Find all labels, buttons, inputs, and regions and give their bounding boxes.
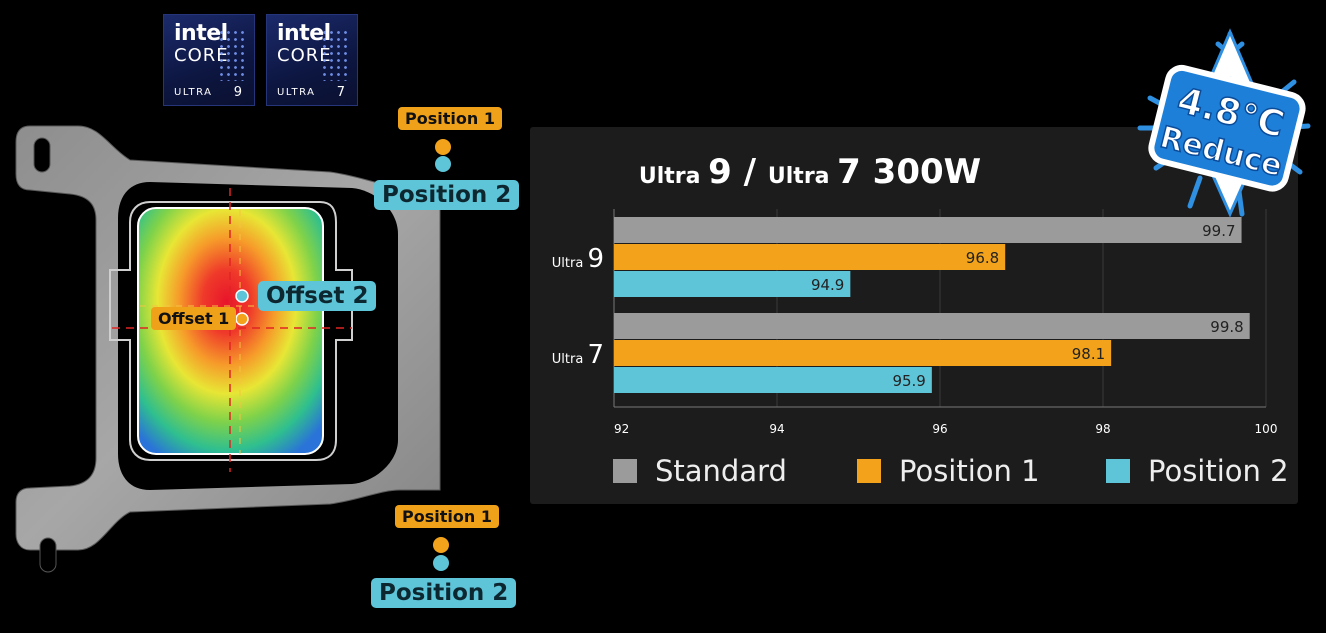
category-number: 9 <box>587 244 604 274</box>
bar-value-label: 94.9 <box>811 276 844 294</box>
badge-tier: ULTRA <box>277 87 316 98</box>
chart-title-part: 7 300W <box>837 152 982 192</box>
bottom-position-2-marker <box>433 555 449 571</box>
legend-swatch <box>1106 459 1130 483</box>
legend-swatch <box>613 459 637 483</box>
legend-label: Position 1 <box>899 454 1040 488</box>
bar-value-label: 95.9 <box>892 372 925 390</box>
slot-hole <box>33 137 51 173</box>
badge-line: CORE <box>277 45 332 66</box>
bar-standard <box>614 313 1250 339</box>
x-tick-label: 92 <box>614 422 629 436</box>
legend-position-1: Position 1 <box>857 454 1040 488</box>
chart-title: Ultra 9 / Ultra 7 300W <box>530 152 1090 192</box>
bar-position-1 <box>614 244 1006 270</box>
offset-2-label: Offset 2 <box>258 281 377 311</box>
top-position-1-label: Position 1 <box>398 107 502 130</box>
badge-line: CORE <box>174 45 229 66</box>
category-prefix: Ultra <box>552 256 588 271</box>
mounting-bracket-illustration <box>15 125 441 573</box>
bottom-position-2-label: Position 2 <box>371 578 517 608</box>
intel-core-ultra-9-logo: intel CORE ULTRA 9 <box>163 14 255 106</box>
temperature-reduce-badge: 4.8°C Reduce <box>1137 28 1311 218</box>
x-tick-label: 100 <box>1255 422 1278 436</box>
offset-1-label: Offset 1 <box>151 307 237 330</box>
x-tick-label: 94 <box>769 422 784 436</box>
offset-2-marker <box>235 289 249 303</box>
category-label: Ultra 7 <box>552 340 604 370</box>
category-number: 7 <box>587 340 604 370</box>
dot-pattern <box>321 29 349 81</box>
bar-value-label: 96.8 <box>966 249 999 267</box>
bar-value-label: 99.8 <box>1210 318 1243 336</box>
x-tick-label: 96 <box>932 422 947 436</box>
bar-value-label: 99.7 <box>1202 222 1235 240</box>
category-prefix: Ultra <box>552 352 588 367</box>
top-position-2-marker <box>435 156 451 172</box>
legend-swatch <box>857 459 881 483</box>
legend-standard: Standard <box>613 454 787 488</box>
x-tick-label: 98 <box>1095 422 1110 436</box>
chart-title-part: Ultra <box>767 164 838 189</box>
legend-position-2: Position 2 <box>1106 454 1289 488</box>
bar-value-label: 98.1 <box>1072 345 1105 363</box>
slot-hole <box>39 537 57 573</box>
bar-position-1 <box>614 340 1112 366</box>
bottom-position-1-marker <box>433 537 449 553</box>
bar-position-2 <box>614 271 851 297</box>
bar-position-2 <box>614 367 932 393</box>
chart-title-part: / <box>731 152 768 192</box>
bar-chart: 92 94 96 98 100 99.7 96.8 94.9 Ultra 9 99.8 98.1 95… <box>552 209 1278 436</box>
dot-pattern <box>218 29 246 81</box>
top-position-1-marker <box>435 139 451 155</box>
intel-core-ultra-7-logo: intel CORE ULTRA 7 <box>266 14 358 106</box>
top-position-2-label: Position 2 <box>374 180 520 210</box>
legend-label: Standard <box>655 454 787 488</box>
badge-number: 7 <box>336 85 345 100</box>
badge-number: 9 <box>233 85 242 100</box>
bar-standard <box>614 217 1242 243</box>
legend-label: Position 2 <box>1148 454 1289 488</box>
chart-title-part: 9 <box>708 152 732 192</box>
chart-title-part: Ultra <box>638 164 709 189</box>
bottom-position-1-label: Position 1 <box>395 505 499 528</box>
category-label: Ultra 9 <box>552 244 604 274</box>
badge-tier: ULTRA <box>174 87 213 98</box>
offset-1-marker <box>235 312 249 326</box>
